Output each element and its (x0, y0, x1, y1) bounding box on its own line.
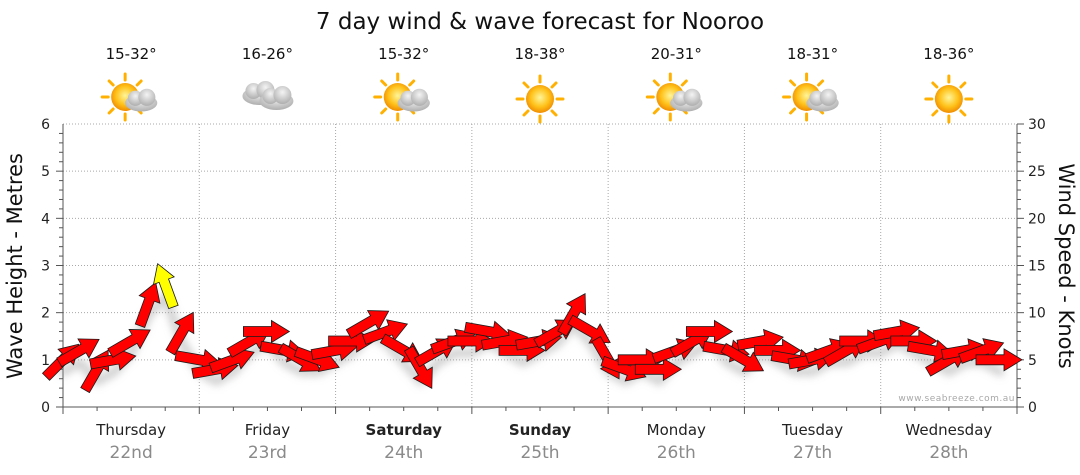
chart-title: 7 day wind & wave forecast for Nooroo (316, 9, 764, 35)
day-label: Friday (245, 421, 291, 439)
day-label: Sunday (509, 421, 572, 439)
y-axis-left-label: Wave Height - Metres (3, 153, 27, 379)
day-temperature: 18-36° (923, 45, 974, 63)
y-tick-label-right: 20 (1028, 211, 1046, 227)
day-temperature: 18-31° (787, 45, 838, 63)
y-tick-label-left: 1 (41, 353, 50, 369)
sun-cloud-icon (782, 72, 839, 122)
y-tick-label-left: 2 (41, 306, 50, 322)
date-label: 25th (520, 443, 559, 463)
wind-arrow (634, 357, 683, 382)
wind-arrow (107, 329, 151, 358)
chart-axes: 0 1 2 3 4 5 6 0 5 10 15 20 25 30 Thursday 22nd Friday 23r… (41, 117, 1046, 463)
day-label: Monday (647, 421, 706, 439)
y-tick-label-right: 10 (1028, 306, 1046, 322)
wind-arrow (134, 281, 161, 328)
sun-shape (924, 74, 974, 124)
sun-icon (924, 74, 974, 124)
day-label: Wednesday (905, 421, 992, 439)
y-tick-label-left: 4 (41, 211, 50, 227)
y-tick-label-left: 0 (41, 400, 50, 416)
day-temperature: 18-38° (514, 45, 565, 63)
y-tick-label-left: 6 (41, 117, 50, 133)
sun-shape (515, 74, 565, 124)
y-axis-right-label: Wind Speed - Knots (1054, 163, 1078, 368)
date-label: 23rd (248, 443, 287, 463)
wind-arrow (56, 338, 100, 368)
wind-arrow (345, 310, 390, 339)
cloud-icon (242, 81, 294, 110)
day-label: Saturday (366, 421, 443, 439)
wind-arrow (242, 319, 291, 344)
day-weather-row: 15-32° 16-26° 15-32° 18-38° 20-31° 18-31° 18-3… (100, 45, 974, 124)
y-tick-label-left: 3 (41, 259, 50, 275)
day-label: Tuesday (781, 421, 843, 439)
sun-cloud-icon (100, 72, 158, 122)
y-tick-label-right: 25 (1028, 164, 1046, 180)
credit-text: www.seabreeze.com.au (898, 394, 1015, 404)
day-temperature: 15-32° (378, 45, 429, 63)
wind-arrow (403, 345, 433, 390)
sun-icon (515, 74, 565, 124)
y-tick-label-right: 5 (1028, 353, 1037, 369)
date-label: 27th (793, 443, 832, 463)
day-temperature: 20-31° (651, 45, 702, 63)
date-label: 26th (657, 443, 696, 463)
y-tick-label-right: 0 (1028, 400, 1037, 416)
y-tick-label-right: 30 (1028, 117, 1046, 133)
wind-arrow (557, 292, 587, 337)
sun-cloud-icon (645, 72, 703, 122)
wind-arrow (686, 319, 734, 344)
y-tick-label-right: 15 (1028, 259, 1046, 275)
wind-arrow (958, 338, 1005, 364)
date-label: 22nd (110, 443, 153, 463)
date-label: 24th (384, 443, 423, 463)
chart-grid (63, 123, 1017, 407)
wind-arrow (720, 342, 765, 372)
wind-arrow (361, 319, 409, 345)
sun-cloud-icon (373, 72, 430, 122)
y-tick-label-left: 5 (41, 164, 50, 180)
wind-arrow (152, 263, 179, 310)
day-temperature: 15-32° (106, 45, 157, 63)
wind-arrows (41, 263, 1023, 394)
date-label: 28th (929, 443, 968, 463)
day-label: Thursday (95, 421, 166, 439)
wind-arrow (975, 348, 1023, 372)
day-temperature: 16-26° (242, 45, 293, 63)
